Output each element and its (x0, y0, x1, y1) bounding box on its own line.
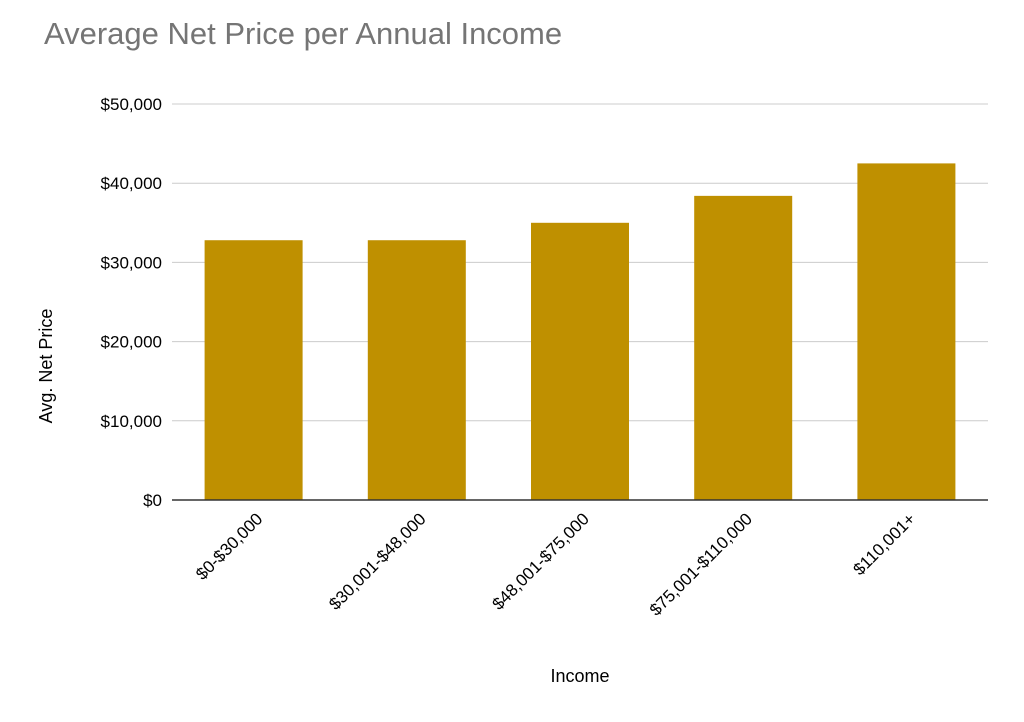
x-tick-label: $0-$30,000 (192, 509, 266, 583)
y-tick-label: $20,000 (101, 333, 162, 352)
x-axis-ticks: $0-$30,000 $30,001-$48,000 $48,001-$75,000… (192, 509, 919, 619)
y-tick-label: $30,000 (101, 253, 162, 272)
x-tick-label: $48,001-$75,000 (488, 509, 592, 613)
bar (204, 240, 303, 500)
x-tick-label: $30,001-$48,000 (325, 509, 429, 613)
y-tick-label: $0 (143, 491, 162, 510)
bar (857, 163, 956, 500)
x-axis-title: Income (550, 666, 609, 686)
bars (204, 163, 956, 501)
chart-title: Average Net Price per Annual Income (44, 16, 563, 51)
y-tick-label: $10,000 (101, 412, 162, 431)
bar (694, 195, 793, 500)
y-tick-label: $40,000 (101, 174, 162, 193)
y-tick-label: $50,000 (101, 95, 162, 114)
bar (367, 240, 466, 500)
bar (531, 222, 629, 501)
x-tick-label: $110,001+ (850, 509, 920, 579)
y-axis-ticks: $0 $10,000 $20,000 $30,000 $40,000 $50,000 (101, 95, 162, 510)
x-tick-label: $75,001-$110,000 (646, 509, 756, 619)
y-axis-title: Avg. Net Price (36, 309, 56, 424)
